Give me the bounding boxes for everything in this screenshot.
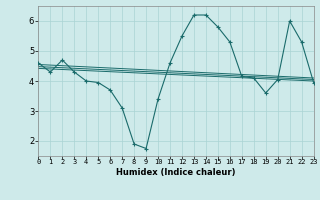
X-axis label: Humidex (Indice chaleur): Humidex (Indice chaleur) [116,168,236,177]
